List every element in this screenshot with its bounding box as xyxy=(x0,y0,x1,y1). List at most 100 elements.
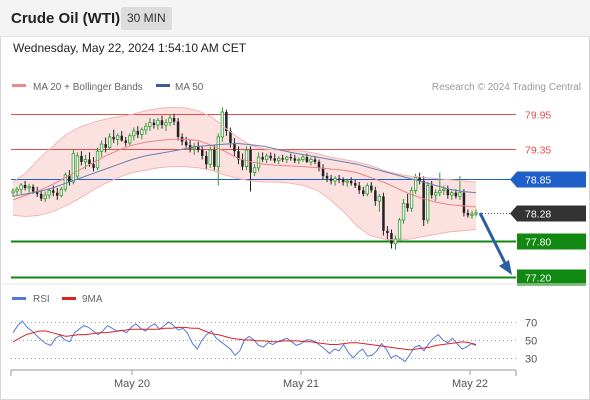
candle-body xyxy=(382,196,385,231)
candle xyxy=(256,152,261,172)
candle-body xyxy=(132,130,136,137)
level-box-78.85 xyxy=(517,171,586,188)
candle-body xyxy=(172,118,176,122)
candle xyxy=(213,145,216,171)
candle-body xyxy=(104,144,107,148)
timestamp: Wednesday, May 22, 2024 1:54:10 AM CET xyxy=(13,41,247,55)
candle xyxy=(201,146,204,160)
candle xyxy=(422,176,425,226)
ma20-legend-swatch xyxy=(12,84,26,87)
candle xyxy=(374,186,377,206)
candle xyxy=(358,182,361,194)
candle-body xyxy=(59,188,63,197)
candle-body xyxy=(317,161,321,168)
candle-body xyxy=(390,233,393,244)
bollinger-fill xyxy=(13,107,476,241)
bollinger-band xyxy=(13,107,476,241)
candle xyxy=(293,154,297,164)
candle-body xyxy=(393,238,398,245)
candle-body xyxy=(422,180,425,221)
candle-body xyxy=(168,117,172,124)
candle xyxy=(216,133,221,186)
instrument-title: Crude Oil (WTI) xyxy=(11,10,121,27)
candle-body xyxy=(462,192,466,213)
candle-body xyxy=(386,230,389,234)
candle-body xyxy=(438,189,442,194)
credit-text: Research © 2024 Trading Central xyxy=(432,82,581,93)
candle xyxy=(470,210,474,219)
candle xyxy=(370,182,373,193)
candle-body xyxy=(401,202,406,221)
candle-body xyxy=(269,155,272,159)
candle-body xyxy=(184,141,188,146)
candle-body xyxy=(293,158,297,161)
candle-body xyxy=(281,158,284,160)
candle-body xyxy=(112,136,115,140)
candle xyxy=(47,188,51,199)
candle-body xyxy=(23,185,27,188)
rsi-legend-label: RSI xyxy=(33,294,50,305)
candle xyxy=(401,198,406,224)
candle xyxy=(233,138,236,156)
candle-body xyxy=(128,135,132,144)
candle xyxy=(365,183,369,197)
candle xyxy=(281,154,284,162)
candle xyxy=(184,136,188,148)
candle-body xyxy=(197,146,200,150)
candle-body xyxy=(156,119,160,126)
candle-body xyxy=(241,159,244,167)
candle-body xyxy=(425,185,430,221)
candle xyxy=(56,188,59,200)
interval-button[interactable]: 30 MIN xyxy=(121,7,172,30)
candle-body xyxy=(75,155,80,177)
candle-body xyxy=(140,129,144,135)
candle-body xyxy=(216,136,221,167)
rsi-ma9-line xyxy=(12,326,477,351)
candle xyxy=(148,118,152,131)
candle-body xyxy=(92,164,95,168)
forecast-arrow-head xyxy=(499,260,512,275)
candle xyxy=(15,186,19,196)
candle-body xyxy=(160,120,164,125)
candle xyxy=(71,149,75,185)
moving-averages xyxy=(12,106,477,241)
candle-body xyxy=(116,135,120,140)
candle xyxy=(397,217,402,242)
candle-body xyxy=(470,213,474,216)
candle xyxy=(277,155,281,165)
ma50-legend-swatch xyxy=(156,84,170,87)
level-box-77.20 xyxy=(517,269,586,286)
candle xyxy=(409,186,414,212)
candle-body xyxy=(47,189,51,196)
candle-body xyxy=(176,121,180,137)
candle xyxy=(99,140,104,158)
candle xyxy=(386,226,389,241)
candle xyxy=(225,109,228,136)
candle xyxy=(425,182,430,224)
bollinger-lower-line xyxy=(12,166,477,241)
candle xyxy=(136,126,140,139)
forecast-arrow-shaft xyxy=(478,212,508,266)
candle xyxy=(237,146,240,165)
candle-body xyxy=(148,122,152,127)
candle xyxy=(92,157,95,172)
candle xyxy=(63,172,67,192)
candle-body xyxy=(56,192,59,196)
candle xyxy=(321,164,325,180)
candle xyxy=(333,176,337,186)
candle xyxy=(120,131,123,142)
level-labels: 79.95 79.35 78.85 77.80 77.20 78.28 xyxy=(482,110,586,286)
forecast-arrow xyxy=(478,212,512,275)
candle xyxy=(329,174,333,185)
bollinger-upper-line xyxy=(12,106,477,183)
candle-body xyxy=(397,219,402,240)
candle-body xyxy=(43,194,47,200)
rsi-tick-30: 30 xyxy=(525,354,537,366)
rsi-line xyxy=(12,320,477,363)
candle xyxy=(406,193,409,212)
candle-body xyxy=(11,190,15,194)
candle xyxy=(325,172,329,182)
candle-body xyxy=(277,157,281,162)
candle-body xyxy=(205,155,208,165)
